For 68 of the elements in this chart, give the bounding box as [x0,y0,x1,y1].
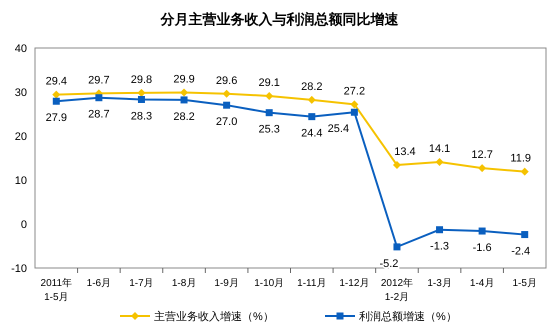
point [52,98,60,105]
point [436,226,444,234]
data-label: 28.2 [173,110,195,123]
point [222,90,231,98]
point [138,96,145,103]
x-tick-label: 1-4月 [470,278,494,289]
point [52,90,60,99]
point [393,243,400,250]
x-tick-label: 1-6月 [86,278,112,289]
point [350,108,358,116]
data-label: 29.4 [46,76,68,88]
data-label: 28.2 [301,80,323,93]
y-tick-label: 0 [20,219,27,231]
point [478,164,486,172]
x-tick-label: 1-5月 [512,278,537,289]
data-label: 25.4 [328,123,350,136]
data-label: -1.6 [472,242,492,254]
point [350,100,358,108]
data-label: 11.9 [510,152,532,165]
x-tick-label: 2012年 1-2月 [380,277,414,303]
x-tick-label: 1-8月 [172,278,196,289]
data-label: 14.1 [428,142,450,155]
legend-label: 主营业务收入增速（%） [154,310,274,323]
x-tick-label: 2011年 1-5月 [40,277,72,303]
x-tick-label: 1-12月 [339,278,370,289]
data-label: 24.4 [301,128,323,140]
data-label: 12.7 [471,149,493,162]
data-label: -5.2 [379,258,398,270]
y-tick-label: 40 [14,43,27,55]
point [137,88,146,97]
y-tick-label: -10 [11,263,27,275]
data-label: 29.6 [216,74,238,87]
data-label: 27.0 [216,116,238,128]
y-tick-label: 10 [14,175,27,187]
x-tick-label: 1-3月 [427,278,452,289]
legend-label: 利润总额增速（%） [359,310,457,323]
x-tick-label: 1-11月 [297,278,326,289]
point [308,113,316,120]
point [520,168,529,176]
point [265,92,274,100]
point [308,96,316,104]
point [180,88,188,96]
data-label: 29.1 [258,76,280,89]
data-label: 25.3 [258,124,280,136]
data-label: 29.8 [130,74,152,86]
data-label: 27.2 [344,85,366,98]
data-label: 28.7 [88,108,110,121]
data-label: -1.3 [430,240,450,253]
data-label: 29.7 [88,74,110,86]
data-label: 28.3 [130,110,152,122]
point [180,96,188,104]
point [521,231,528,238]
point [223,102,230,109]
data-label: -2.4 [511,246,530,258]
point [95,94,102,102]
x-tick-label: 1-9月 [214,278,239,289]
chart-title: 分月主营业务收入与利润总额同比增速 [160,11,400,27]
point [436,158,444,166]
point [266,109,273,116]
data-label: 27.9 [46,112,68,124]
point [478,228,486,235]
data-label: 13.4 [394,146,416,158]
data-label: 29.9 [173,73,195,86]
x-tick-label: 1-10月 [254,278,284,289]
point [392,161,401,170]
y-tick-label: 30 [14,87,27,99]
y-tick-label: 20 [14,131,27,143]
x-tick-label: 1-7月 [129,278,154,289]
